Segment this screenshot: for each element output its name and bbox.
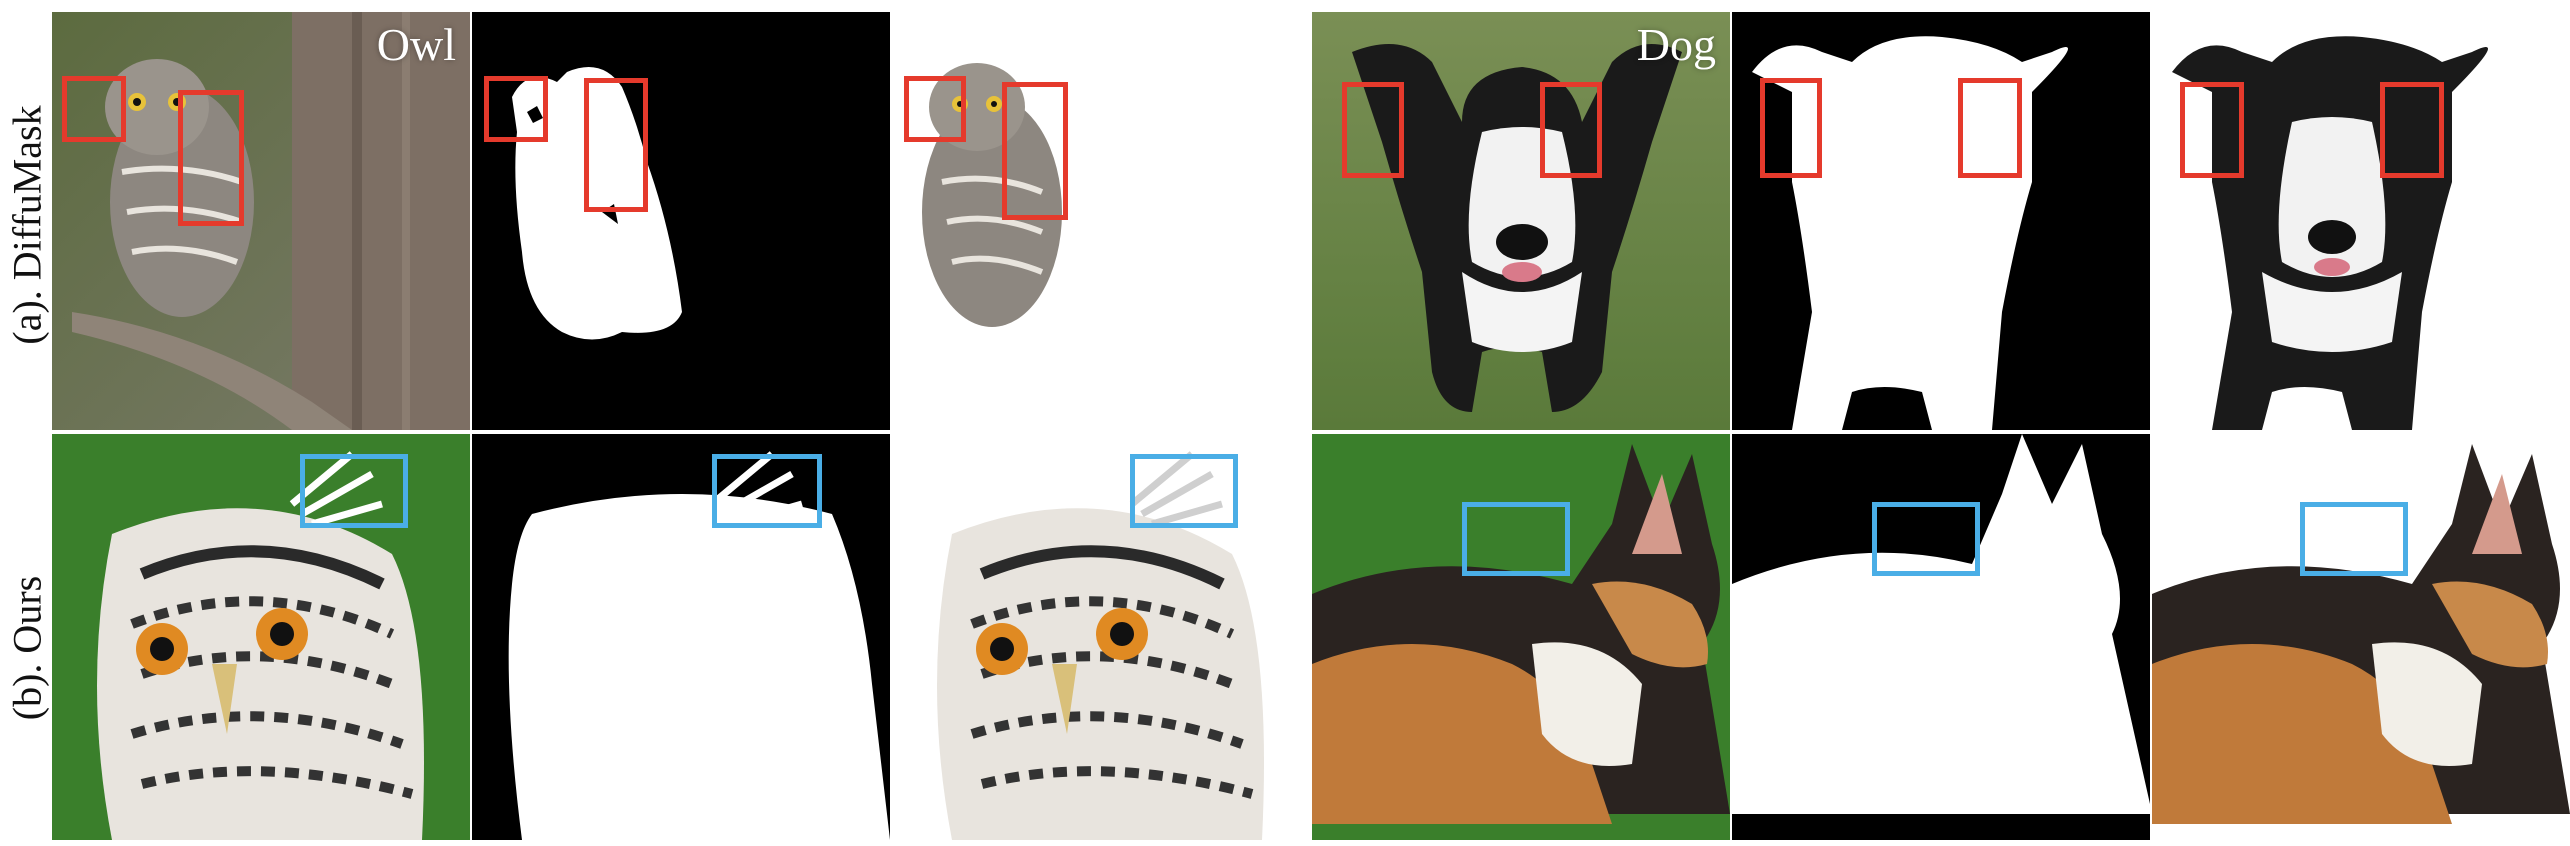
diffumask-owl-mask (472, 12, 890, 430)
subject-label-dog: Dog (1636, 19, 1716, 70)
highlight-box (1342, 82, 1404, 178)
diffumask-dog-mask (1732, 12, 2150, 430)
highlight-box (1872, 502, 1980, 576)
ours-dog-cutout (2152, 434, 2570, 840)
row-label-diffumask: (a). DiffuMask (4, 105, 50, 345)
highlight-box (2180, 82, 2244, 178)
highlight-box (1002, 82, 1068, 220)
highlight-box (1130, 454, 1238, 528)
diffumask-dog-cutout (2152, 12, 2570, 430)
ours-owl-image (52, 434, 470, 840)
highlight-box (1760, 78, 1822, 178)
ours-dog-matte (1732, 434, 2150, 840)
subject-label-owl: Owl (376, 19, 456, 70)
ours-dog-image (1312, 434, 1730, 840)
highlight-box (1958, 78, 2022, 178)
highlight-box (300, 454, 408, 528)
diffumask-owl-cutout (892, 12, 1310, 430)
ours-owl-matte (472, 434, 890, 840)
highlight-box (2300, 502, 2408, 576)
ours-owl-cutout (892, 434, 1310, 840)
highlight-box (62, 76, 126, 142)
highlight-box (712, 454, 822, 528)
diffumask-owl-image: Owl (52, 12, 470, 430)
highlight-box (2380, 82, 2444, 178)
highlight-box (1462, 502, 1570, 576)
highlight-box (484, 76, 548, 142)
highlight-box (584, 78, 648, 212)
diffumask-dog-image: Dog (1312, 12, 1730, 430)
highlight-box (1540, 82, 1602, 178)
row-label-ours: (b). Ours (4, 575, 50, 721)
highlight-box (904, 76, 966, 142)
highlight-box (178, 90, 244, 226)
